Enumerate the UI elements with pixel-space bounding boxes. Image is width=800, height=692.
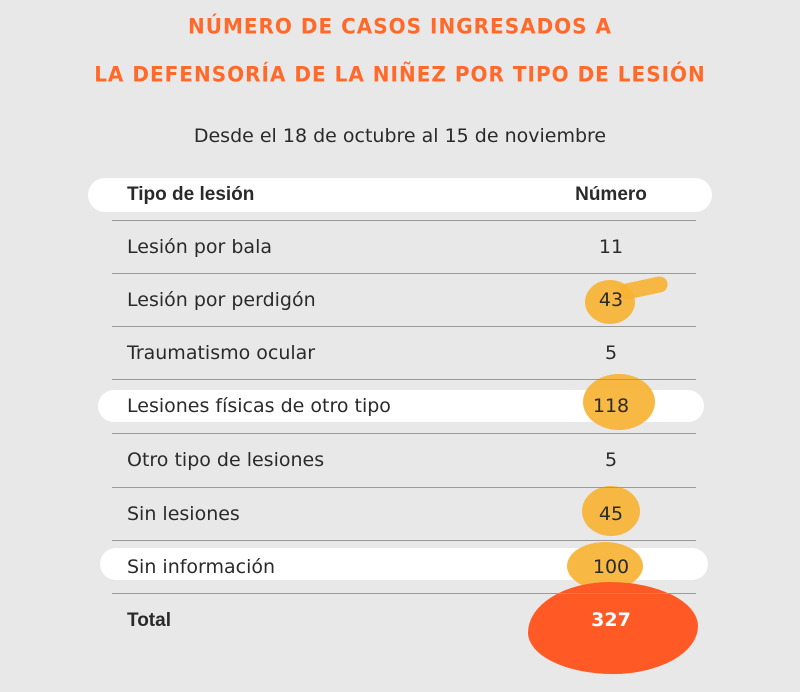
table-rule	[112, 593, 696, 594]
row-value: 43	[598, 289, 624, 311]
table-row: Lesiones físicas de otro tipo 118	[112, 380, 696, 433]
table-total-row: Total 327	[112, 594, 696, 647]
row-label: Sin información	[127, 556, 276, 578]
row-value: 5	[604, 342, 618, 364]
total-label: Total	[127, 610, 171, 631]
column-header-tipo: Tipo de lesión	[127, 184, 255, 205]
marker-scribble-row-4	[583, 374, 655, 430]
table-row: Sin lesiones 45	[112, 488, 696, 541]
row-label: Sin lesiones	[127, 503, 240, 525]
table-rule	[112, 273, 696, 274]
row-label: Traumatismo ocular	[127, 342, 316, 364]
row-label: Lesión por perdigón	[127, 289, 316, 311]
row-value: 100	[592, 556, 630, 578]
table-rule	[112, 433, 696, 434]
marker-total	[528, 582, 698, 674]
table-rule	[112, 326, 696, 327]
row-value: 5	[604, 449, 618, 471]
total-value: 327	[591, 609, 631, 631]
chart-title-line-1: NÚMERO DE CASOS INGRESADOS A	[187, 13, 613, 39]
row-label: Otro tipo de lesiones	[127, 449, 325, 471]
table-rule	[112, 220, 696, 221]
column-header-numero: Número	[575, 184, 647, 205]
table-rule	[112, 379, 696, 380]
marker-scribble-row-6	[582, 486, 640, 536]
table-rule	[112, 487, 696, 488]
highlight-stroke-header	[88, 178, 712, 212]
row-value: 45	[598, 503, 624, 525]
chart-title-line-2: LA DEFENSORÍA DE LA NIÑEZ POR TIPO DE LE…	[94, 61, 706, 87]
table-rule	[112, 540, 696, 541]
table-row: Lesión por bala 11	[112, 221, 696, 274]
chart-subtitle: Desde el 18 de octubre al 15 de noviembr…	[193, 125, 607, 147]
table-row: Otro tipo de lesiones 5	[112, 434, 696, 487]
row-value: 118	[592, 395, 630, 417]
table-header: Tipo de lesión Número	[112, 168, 696, 221]
table-row: Traumatismo ocular 5	[112, 327, 696, 380]
table-row: Lesión por perdigón 43	[112, 274, 696, 327]
row-label: Lesiones físicas de otro tipo	[127, 395, 391, 417]
table-row: Sin información 100	[112, 541, 696, 594]
row-value: 11	[598, 236, 624, 258]
row-label: Lesión por bala	[127, 236, 272, 258]
